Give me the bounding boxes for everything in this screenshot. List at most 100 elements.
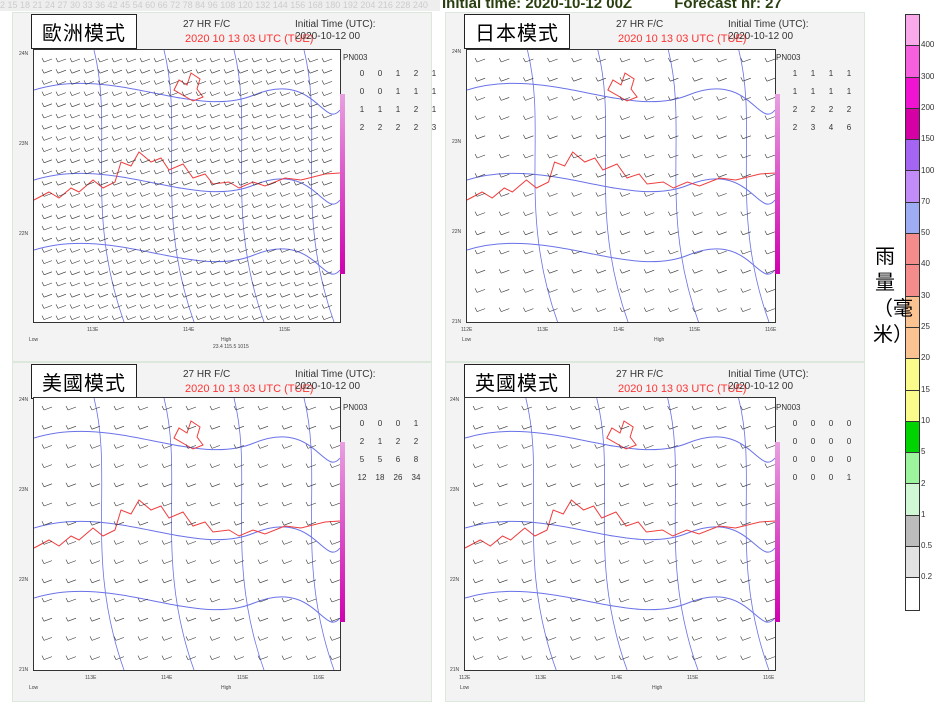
wind-barb — [65, 655, 77, 660]
wind-barb — [692, 307, 703, 312]
table-row: 0 0 0 0 — [786, 437, 858, 455]
wind-barb — [41, 237, 53, 242]
wind-barb — [740, 211, 751, 216]
wind-barb — [595, 269, 607, 274]
table-row: 2 1 2 2 — [353, 437, 425, 455]
wind-barb — [55, 315, 67, 320]
wind-barb — [65, 444, 77, 449]
wind-barb — [195, 203, 207, 208]
wind-barb — [97, 315, 109, 320]
wind-barb — [69, 147, 81, 152]
wind-barb — [55, 80, 67, 85]
wind-barb — [223, 91, 235, 96]
wind-barb — [594, 597, 605, 603]
wind-barb — [265, 181, 277, 186]
table-cell: 0 — [828, 437, 834, 446]
wind-barb — [594, 559, 605, 564]
wind-barb — [233, 425, 245, 430]
wind-barb — [137, 597, 149, 603]
wind-barb — [113, 559, 125, 564]
colorbar-label: 2 — [921, 478, 926, 488]
wind-barb — [279, 147, 291, 152]
wind-barb — [233, 559, 245, 564]
wind-barb — [618, 636, 630, 641]
wind-barb — [125, 102, 137, 108]
wind-barb — [55, 147, 67, 152]
wind-barb — [233, 636, 245, 641]
wind-barb — [237, 113, 249, 119]
wind-barb — [547, 211, 558, 216]
wind-barb — [293, 147, 305, 152]
wind-barb — [619, 249, 631, 255]
wind-barb — [153, 192, 165, 197]
wind-barb — [69, 214, 81, 220]
forecast-map — [466, 49, 776, 323]
wind-barb — [570, 597, 581, 603]
wind-barb — [521, 444, 532, 449]
wind-barb — [167, 214, 179, 220]
wind-barb — [474, 288, 486, 293]
wind-barb — [209, 169, 221, 175]
wind-barb — [472, 540, 484, 545]
wind-barb — [329, 655, 340, 660]
wind-barb — [619, 115, 631, 120]
table-cell: 5 — [377, 455, 383, 464]
wind-barb — [41, 57, 53, 63]
longitude-label: 116E — [763, 675, 775, 681]
wind-barb — [111, 248, 123, 253]
wind-barb — [83, 225, 95, 231]
wind-barb — [716, 96, 727, 101]
wind-barb — [668, 115, 679, 120]
wind-barb — [307, 169, 319, 175]
table-cell: 0 — [846, 437, 852, 446]
wind-barb — [265, 147, 277, 152]
wind-barb — [570, 617, 581, 622]
wind-barb — [209, 69, 221, 74]
wind-barb — [595, 192, 607, 197]
wind-barb — [571, 96, 582, 101]
colorbar-label: 40 — [921, 259, 930, 269]
wind-barb — [113, 636, 125, 641]
wind-barb — [257, 655, 269, 660]
wind-barb — [55, 91, 67, 96]
wind-barb — [305, 425, 317, 430]
wind-barb — [293, 203, 305, 208]
panel-title: 日本模式 — [464, 14, 570, 49]
wind-barb — [251, 181, 263, 186]
wind-barb — [153, 237, 165, 242]
wind-barb — [691, 617, 703, 622]
high-label: High — [221, 685, 232, 691]
wind-barb — [223, 259, 235, 264]
initial-time-block: Initial Time (UTC): 2020-10-12 00 — [295, 19, 376, 43]
wind-barb — [740, 57, 751, 63]
wind-barb — [167, 181, 179, 186]
wind-barb — [472, 463, 484, 468]
mini-legend-bar — [340, 442, 345, 622]
wind-barb — [305, 444, 317, 449]
wind-barb — [83, 147, 95, 152]
table-cell: 5 — [359, 455, 365, 464]
wind-barb — [83, 136, 95, 141]
wind-barb — [521, 597, 532, 603]
wind-barb — [181, 304, 193, 309]
wind-barb — [139, 136, 151, 141]
wind-barb — [233, 405, 245, 411]
wind-barb — [139, 57, 151, 63]
wind-barb — [497, 405, 508, 411]
high-label: High — [652, 685, 663, 691]
wind-barb — [692, 288, 703, 293]
wind-barb — [251, 237, 263, 242]
wind-barb — [195, 113, 207, 119]
wind-barb — [237, 293, 249, 298]
wind-barb — [668, 288, 679, 293]
wind-barb — [209, 102, 221, 108]
wind-barb — [595, 57, 607, 63]
wind-barb — [321, 57, 333, 63]
wind-barb — [209, 597, 221, 603]
wind-barb — [113, 444, 125, 449]
wind-barb — [716, 288, 727, 293]
wind-barb — [41, 405, 53, 411]
wind-barb — [740, 617, 751, 622]
wind-barb — [643, 405, 654, 411]
wind-barb — [251, 80, 263, 85]
